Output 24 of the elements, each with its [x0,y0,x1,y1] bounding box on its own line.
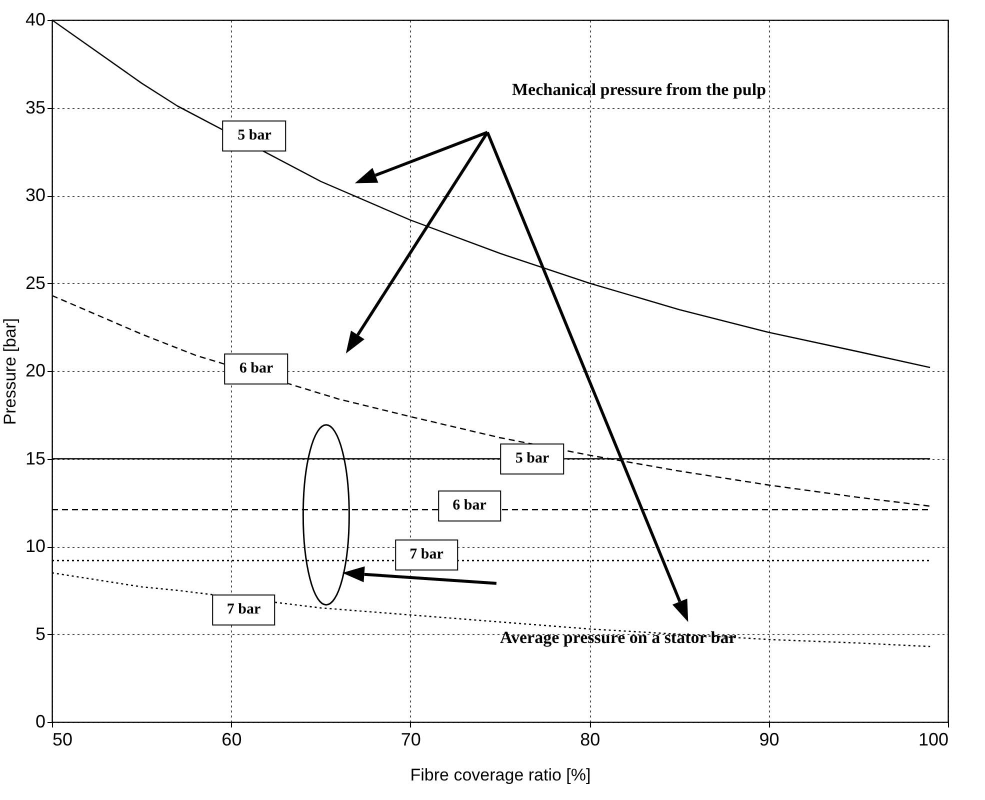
x-tick-label: 70 [400,730,421,750]
series-label: 6 bar [438,490,502,522]
y-tick-label: 30 [25,185,46,205]
x-tick-label: 60 [222,730,242,750]
y-tick-label: 15 [25,448,46,468]
y-tick-label: 35 [25,97,46,118]
annotation: Mechanical pressure from the pulp [512,80,766,100]
x-tick-label: 100 [918,730,948,750]
series-label: 6 bar [224,354,288,385]
series-label: 5 bar [222,120,286,152]
y-tick-label: 5 [35,624,46,644]
y-tick-label: 40 [25,10,46,30]
series-label: 7 bar [394,540,458,571]
y-tick-label: 0 [35,712,46,732]
series-label: 5 bar [500,443,564,474]
series-label: 7 bar [212,594,276,626]
x-tick-label: 50 [52,730,73,750]
y-tick-label: 25 [25,272,46,293]
x-tick-label: 80 [580,730,600,750]
y-tick-label: 10 [25,536,46,556]
y-tick-label: 20 [25,360,46,380]
x-axis-title: Fibre coverage ratio [%] [410,766,591,784]
x-tick-label: 90 [759,730,780,750]
y-axis-title: Pressure [bar] [0,318,20,425]
